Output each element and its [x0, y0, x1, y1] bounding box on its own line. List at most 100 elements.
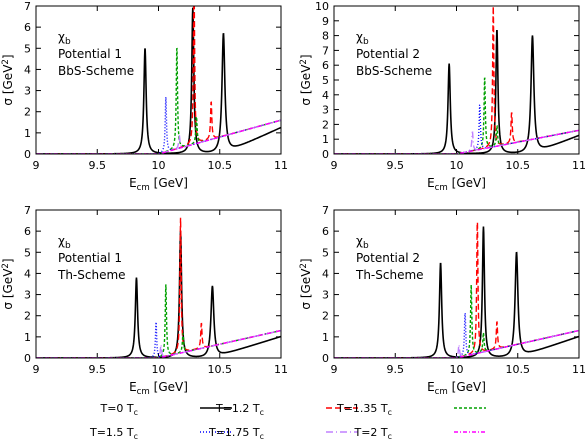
y-tick-label: 9 [322, 15, 329, 28]
y-axis-label: σ [GeV2] [1, 54, 15, 105]
series-line-5 [36, 329, 281, 358]
panel-annotation: χb [356, 30, 369, 47]
series-line-1 [36, 7, 281, 154]
y-tick-label: 7 [24, 204, 31, 217]
x-axis-label: Ecm [GeV] [427, 380, 486, 397]
y-tick-label: 3 [24, 289, 31, 302]
y-tick-label: 2 [322, 118, 329, 131]
legend-entry-label: T=2 Tc [353, 426, 392, 441]
y-axis-label: σ [GeV2] [1, 258, 15, 309]
panel-4: 0 1 2 3 4 5 6 7 9 9.5 10 10.5 11 Ecm [GeV] σ [GeV2] χbP… [299, 204, 585, 397]
y-tick-label: 5 [24, 42, 31, 55]
panel-annotation: BbS-Scheme [58, 64, 134, 78]
y-tick-label: 3 [24, 85, 31, 98]
panel-1: 0 1 2 3 4 5 6 7 9 9.5 10 10.5 11 Ecm [GeV] σ [GeV2] χbP… [1, 0, 288, 193]
panel-annotation: χb [58, 30, 71, 47]
x-tick-label: 11 [274, 159, 288, 172]
x-tick-label: 9 [33, 363, 40, 376]
panel-annotation: Potential 2 [356, 47, 420, 61]
series-line-2 [334, 6, 579, 154]
legend-entry-label: T=1.35 Tc [336, 402, 392, 417]
y-tick-label: 0 [322, 352, 329, 365]
y-tick-label: 0 [24, 352, 31, 365]
series-line-4 [334, 312, 579, 358]
legend-entry-label: T=1.5 Tc [89, 426, 138, 441]
series-line-4 [36, 322, 281, 358]
y-tick-label: 1 [24, 127, 31, 140]
x-tick-label: 9.5 [387, 159, 405, 172]
x-tick-label: 10 [152, 159, 166, 172]
y-tick-label: 2 [24, 310, 31, 323]
y-axis-label: σ [GeV2] [299, 258, 313, 309]
series-line-5 [334, 329, 579, 358]
series-line-6 [36, 119, 281, 154]
plot-frame [333, 5, 580, 155]
y-tick-label: 2 [24, 106, 31, 119]
y-tick-label: 1 [24, 331, 31, 344]
y-tick-label: 3 [322, 104, 329, 117]
x-tick-label: 11 [572, 159, 585, 172]
y-tick-label: 5 [24, 246, 31, 259]
y-tick-label: 6 [322, 225, 329, 238]
series-line-2 [36, 217, 281, 358]
y-tick-label: 7 [24, 0, 31, 13]
x-axis-label: Ecm [GeV] [427, 176, 486, 193]
y-tick-label: 0 [24, 148, 31, 161]
panel-annotation: χb [356, 234, 369, 251]
y-tick-label: 4 [24, 63, 31, 76]
y-tick-label: 1 [322, 133, 329, 146]
y-tick-label: 10 [315, 0, 329, 13]
legend-entry-label: T=0 Tc [99, 402, 138, 417]
y-tick-label: 3 [322, 289, 329, 302]
x-tick-label: 9.5 [89, 363, 107, 376]
x-tick-label: 10.5 [506, 159, 531, 172]
series-line-4 [334, 104, 579, 154]
x-tick-label: 11 [572, 363, 585, 376]
x-axis-label: Ecm [GeV] [129, 380, 188, 397]
x-tick-label: 10.5 [208, 363, 233, 376]
x-tick-label: 10.5 [208, 159, 233, 172]
panel-annotation: BbS-Scheme [356, 64, 432, 78]
y-tick-label: 7 [322, 204, 329, 217]
x-tick-label: 10 [450, 363, 464, 376]
series-line-3 [334, 77, 579, 154]
panel-annotation: Th-Scheme [355, 268, 424, 282]
legend-entry-label: T=1.2 Tc [215, 402, 264, 417]
x-tick-label: 9.5 [89, 159, 107, 172]
x-tick-label: 10.5 [506, 363, 531, 376]
x-tick-label: 9.5 [387, 363, 405, 376]
series-line-4 [36, 96, 281, 154]
y-tick-label: 6 [322, 59, 329, 72]
x-tick-label: 10 [450, 159, 464, 172]
y-tick-label: 7 [322, 44, 329, 57]
y-tick-label: 2 [322, 310, 329, 323]
x-tick-label: 10 [152, 363, 166, 376]
y-tick-label: 6 [24, 225, 31, 238]
x-tick-label: 11 [274, 363, 288, 376]
panel-annotation: χb [58, 234, 71, 251]
series-line-3 [334, 284, 579, 358]
series-line-2 [334, 221, 579, 358]
plot-frame [35, 209, 282, 359]
y-tick-label: 1 [322, 331, 329, 344]
plot-frame [333, 209, 580, 359]
series-line-5 [36, 119, 281, 154]
y-tick-label: 6 [24, 21, 31, 34]
panel-annotation: Potential 2 [356, 251, 420, 265]
panel-annotation: Th-Scheme [57, 268, 126, 282]
legend-entry-label: T=1.75 Tc [208, 426, 264, 441]
y-tick-label: 4 [322, 89, 329, 102]
y-tick-label: 4 [24, 267, 31, 280]
panel-annotation: Potential 1 [58, 251, 122, 265]
panel-3: 0 1 2 3 4 5 6 7 9 9.5 10 10.5 11 Ecm [GeV] σ [GeV2] χbP… [1, 204, 288, 397]
y-axis-label: σ [GeV2] [299, 54, 313, 105]
panel-annotation: Potential 1 [58, 47, 122, 61]
y-tick-label: 0 [322, 148, 329, 161]
x-tick-label: 9 [33, 159, 40, 172]
y-tick-label: 8 [322, 30, 329, 43]
plot-frame [35, 5, 282, 155]
legend: T=0 Tc T=1.2 Tc T=1.35 Tc T=1.5 Tc T=1.75 Tc… [89, 402, 486, 441]
y-tick-label: 5 [322, 246, 329, 259]
